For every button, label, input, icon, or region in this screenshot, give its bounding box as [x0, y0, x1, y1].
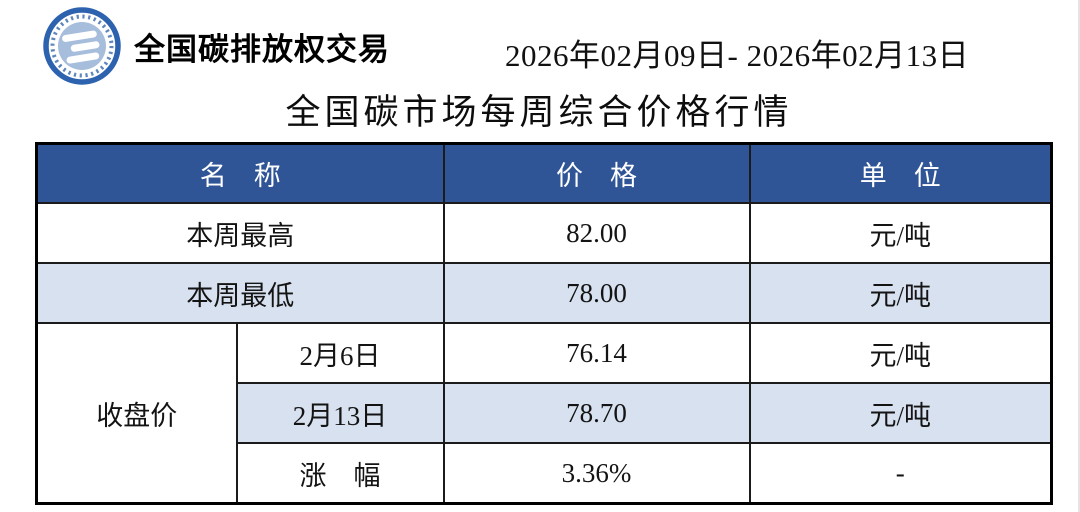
table-row-change: 涨 幅 3.36% -: [37, 442, 1053, 505]
cell-change-unit: -: [748, 442, 1053, 505]
date-range: 2026年02月09日- 2026年02月13日: [505, 38, 970, 73]
cell-feb13-price: 78.70: [442, 382, 751, 444]
col-header-unit: 单 位: [748, 142, 1053, 204]
brand-name: 全国碳排放权交易: [134, 31, 390, 67]
table-row-close-feb13: 2月13日 78.70 元/吨: [37, 382, 1053, 444]
price-table: 名 称 价 格 单 位 本周最高 82.00 元/吨 本周最低 78.00 元/…: [35, 142, 1053, 505]
table-header-row: 名 称 价 格 单 位: [35, 142, 1053, 204]
cell-week-low-unit: 元/吨: [748, 262, 1053, 324]
page-title: 全国碳市场每周综合价格行情: [285, 93, 793, 132]
cell-change-name: 涨 幅: [235, 442, 445, 505]
carbon-exchange-logo-icon: [43, 7, 121, 85]
cell-feb13-unit: 元/吨: [748, 382, 1053, 444]
cell-week-high-unit: 元/吨: [748, 202, 1053, 264]
cell-week-low-name: 本周最低: [35, 262, 445, 324]
cell-feb6-price: 76.14: [442, 322, 751, 384]
cell-feb6-name: 2月6日: [235, 322, 445, 384]
col-header-price: 价 格: [442, 142, 751, 204]
cell-change-price: 3.36%: [442, 442, 751, 505]
table-row-close-feb6: 收盘价 2月6日 76.14 元/吨: [35, 322, 1053, 505]
col-header-name: 名 称: [35, 142, 445, 204]
brand: 全国碳排放权交易: [42, 6, 390, 86]
cell-week-low-price: 78.00: [442, 262, 751, 324]
cell-week-high-price: 82.00: [442, 202, 751, 264]
cell-feb13-name: 2月13日: [235, 382, 445, 444]
table-row-week-low: 本周最低 78.00 元/吨: [35, 262, 1053, 324]
table-row-week-high: 本周最高 82.00 元/吨: [35, 202, 1053, 264]
cell-week-high-name: 本周最高: [35, 202, 445, 264]
cell-closing-price-group: 收盘价: [35, 322, 238, 505]
cell-feb6-unit: 元/吨: [748, 322, 1053, 384]
